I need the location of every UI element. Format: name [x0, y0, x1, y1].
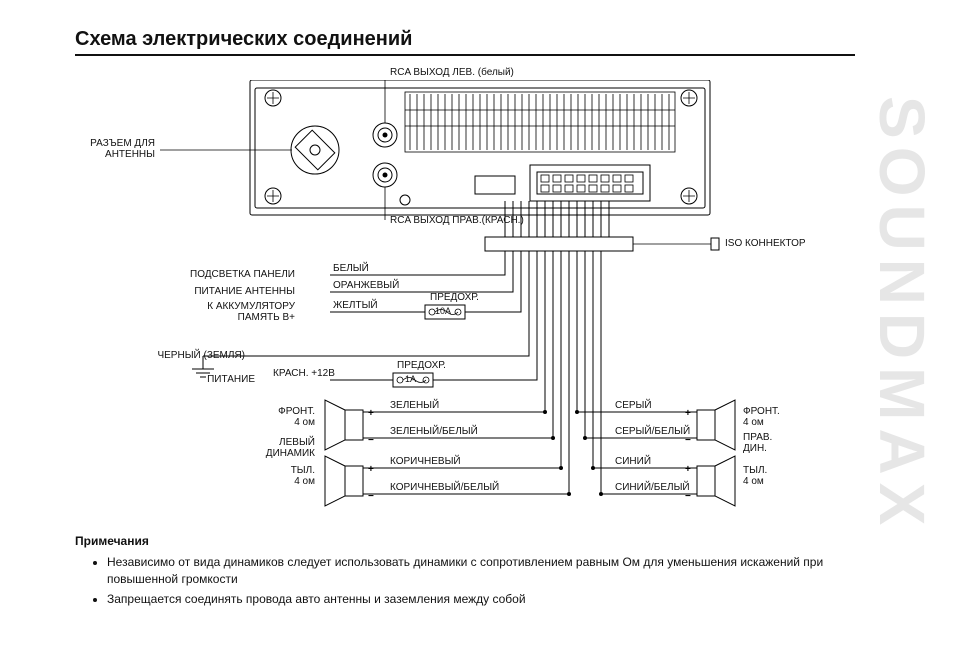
label-fuse10: ПРЕДОХР. [430, 292, 479, 303]
label-iso-connector: ISO КОННЕКТОР [725, 238, 806, 249]
speaker-right-front: + − [685, 400, 735, 450]
wiring-diagram: + − + − + − + − [75, 80, 875, 520]
label-red: КРАСН. +12В [273, 368, 335, 379]
svg-text:+: + [685, 464, 691, 475]
svg-text:+: + [368, 464, 374, 475]
notes-section: Примечания Независимо от вида динамиков … [75, 534, 855, 611]
label-front-left: ФРОНТ. 4 ом [235, 406, 315, 428]
iso-block [485, 237, 633, 251]
rca-right-jack [373, 163, 397, 187]
label-rca-left: RCA ВЫХОД ЛЕВ. (белый) [390, 67, 514, 78]
label-front-right: ФРОНТ. 4 ом [743, 406, 780, 428]
note-item: Запрещается соединять провода авто антен… [107, 591, 855, 607]
label-fuse10v: 10А [435, 306, 451, 316]
head-unit [250, 80, 710, 215]
label-blue-white: СИНИЙ/БЕЛЫЙ [615, 482, 690, 493]
antenna-jack [291, 126, 339, 174]
svg-text:+: + [368, 408, 374, 419]
note-item: Независимо от вида динамиков следует исп… [107, 554, 855, 586]
label-battery: К АККУМУЛЯТОРУ ПАМЯТЬ В+ [155, 301, 295, 323]
rca-left-jack [373, 123, 397, 147]
label-blue: СИНИЙ [615, 456, 651, 467]
notes-heading: Примечания [75, 534, 855, 548]
label-grey-white: СЕРЫЙ/БЕЛЫЙ [615, 426, 690, 437]
speaker-left-rear: + − [325, 456, 374, 506]
label-yellow: ЖЕЛТЫЙ [333, 300, 378, 311]
label-orange: ОРАНЖЕВЫЙ [333, 280, 399, 291]
label-left-speaker: ЛЕВЫЙ ДИНАМИК [230, 437, 315, 459]
label-rear-left: ТЫЛ. 4 ом [240, 465, 315, 487]
label-fuse1v: 1А [405, 374, 416, 384]
speaker-right-rear: + − [685, 456, 735, 506]
label-rear-right: ТЫЛ. 4 ом [743, 465, 767, 487]
label-fuse1: ПРЕДОХР. [397, 360, 446, 371]
iso-socket [530, 165, 650, 201]
svg-text:−: − [368, 435, 374, 446]
label-brown-white: КОРИЧНЕВЫЙ/БЕЛЫЙ [390, 482, 499, 493]
label-ground: ЧЕРНЫЙ (ЗЕМЛЯ) [105, 350, 245, 361]
label-white: БЕЛЫЙ [333, 263, 369, 274]
svg-text:−: − [368, 491, 374, 502]
label-panel-light: ПОДСВЕТКА ПАНЕЛИ [155, 269, 295, 280]
page-title: Схема электрических соединений [75, 28, 855, 56]
svg-text:+: + [685, 408, 691, 419]
label-brown: КОРИЧНЕВЫЙ [390, 456, 461, 467]
speaker-left-front: + − [325, 400, 374, 450]
label-green: ЗЕЛЕНЫЙ [390, 400, 439, 411]
label-rca-right: RCA ВЫХОД ПРАВ.(КРАСН.) [390, 215, 524, 226]
label-right-speaker: ПРАВ. ДИН. [743, 432, 772, 454]
label-antenna-jack: РАЗЪЕМ ДЛЯ АНТЕННЫ [65, 138, 155, 160]
brand-watermark: SOUNDMAX [879, 20, 939, 610]
label-grey: СЕРЫЙ [615, 400, 652, 411]
label-power: ПИТАНИЕ [165, 374, 255, 385]
label-antenna-power: ПИТАНИЕ АНТЕННЫ [155, 286, 295, 297]
label-green-white: ЗЕЛЕНЫЙ/БЕЛЫЙ [390, 426, 478, 437]
